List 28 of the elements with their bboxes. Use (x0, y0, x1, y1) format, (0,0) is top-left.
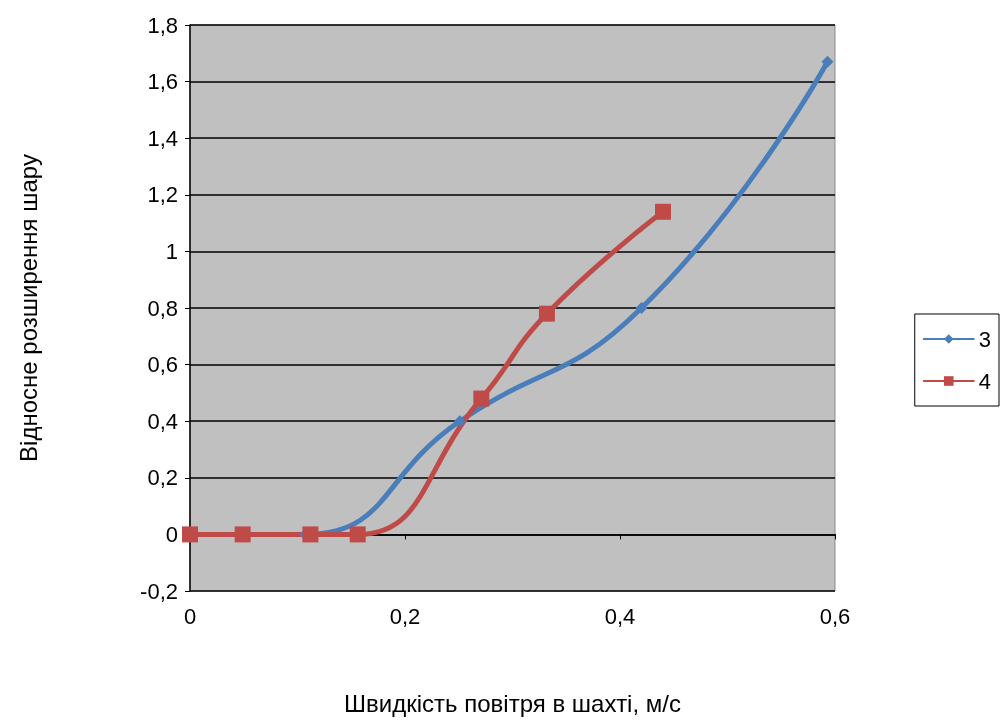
y-tick-label: 0,8 (147, 295, 178, 321)
x-tick-label: 0,4 (604, 603, 636, 629)
point (635, 302, 648, 314)
x-tick-label: 0 (183, 603, 197, 629)
y-tick-label: 1,6 (147, 69, 178, 95)
x-axis-title: Швидкість повітря в шахті, м/с (344, 689, 681, 717)
point (473, 390, 490, 407)
point (538, 305, 555, 322)
y-tick-label: -0,2 (140, 578, 178, 604)
point (453, 415, 466, 428)
x-tick-label: 0,2 (389, 603, 421, 629)
point (349, 526, 366, 543)
legend-label: 4 (978, 368, 992, 394)
point (821, 55, 834, 68)
point (302, 526, 319, 543)
y-tick-label: 1,8 (147, 12, 178, 38)
x-tick-label: 0,6 (819, 603, 851, 629)
y-tick-label: 0,2 (147, 465, 178, 491)
y-tick-label: 0,4 (147, 408, 178, 434)
y-tick-label: 1 (165, 238, 178, 264)
point (234, 526, 251, 543)
y-tick-label: 0 (165, 521, 178, 547)
y-tick-label: 1,4 (147, 125, 178, 151)
point (655, 203, 671, 220)
legend-label: 3 (978, 326, 992, 352)
y-tick-label: 1,2 (147, 182, 178, 208)
y-axis-title: Відносне розширення шару (14, 154, 42, 462)
y-tick-label: 0,6 (147, 352, 178, 378)
